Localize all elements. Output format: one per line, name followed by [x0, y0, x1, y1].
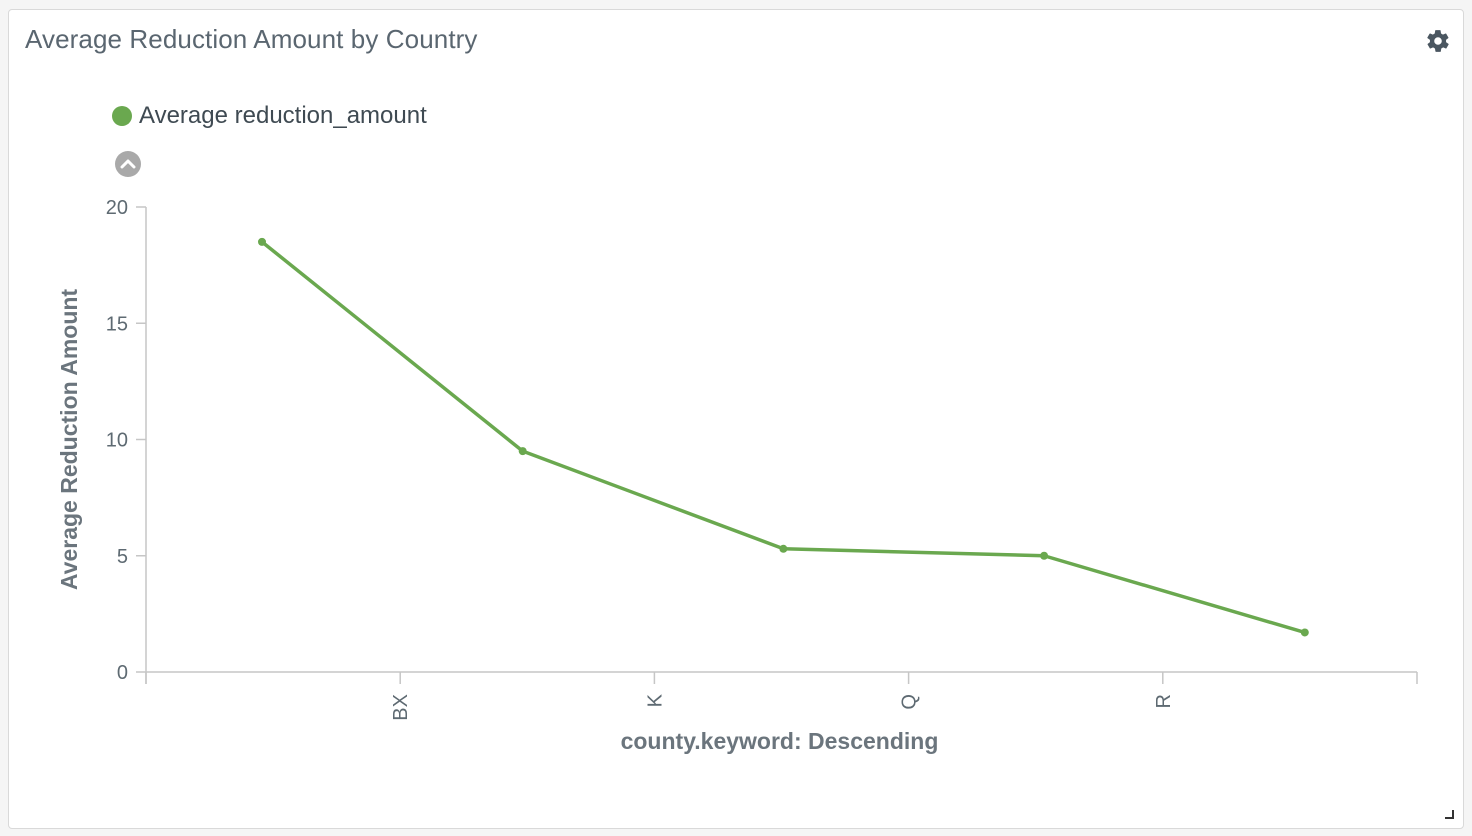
chart-marks [258, 237, 1309, 637]
data-point [258, 237, 266, 246]
y-tick-label: 15 [106, 313, 128, 335]
resize-handle-icon[interactable] [1443, 808, 1455, 820]
legend-item[interactable]: Average reduction_amount [112, 102, 427, 130]
data-point [1040, 551, 1049, 560]
y-tick-label: 20 [106, 197, 128, 219]
legend-label: Average reduction_amount [139, 102, 427, 129]
legend-swatch [112, 106, 132, 126]
line-chart: 0 5 10 15 20 BX K Q R Average Reduction Amount cou… [56, 197, 1418, 754]
x-tick-label: Q [899, 694, 921, 710]
x-tick-label: K [644, 693, 666, 707]
visualization-panel: Average Reduction Amount by Country Aver… [8, 9, 1464, 829]
panel-title: Average Reduction Amount by Country [25, 24, 478, 54]
y-axis-title: Average Reduction Amount [56, 289, 82, 590]
data-point [1300, 628, 1309, 637]
y-tick-label: 0 [117, 662, 128, 684]
gear-icon[interactable] [1425, 28, 1451, 54]
x-tick-label: BX [390, 694, 412, 721]
y-tick-label: 10 [106, 430, 128, 452]
x-tick-label: R [1153, 694, 1175, 708]
data-point [779, 544, 788, 553]
x-axis-title: county.keyword: Descending [621, 728, 939, 754]
chart-axes: 0 5 10 15 20 BX K Q R Average Reduction Amount cou… [56, 197, 1418, 754]
y-tick-label: 5 [117, 546, 128, 568]
series-line [260, 240, 1306, 635]
chevron-up-icon[interactable] [114, 150, 142, 178]
data-point [518, 447, 527, 456]
